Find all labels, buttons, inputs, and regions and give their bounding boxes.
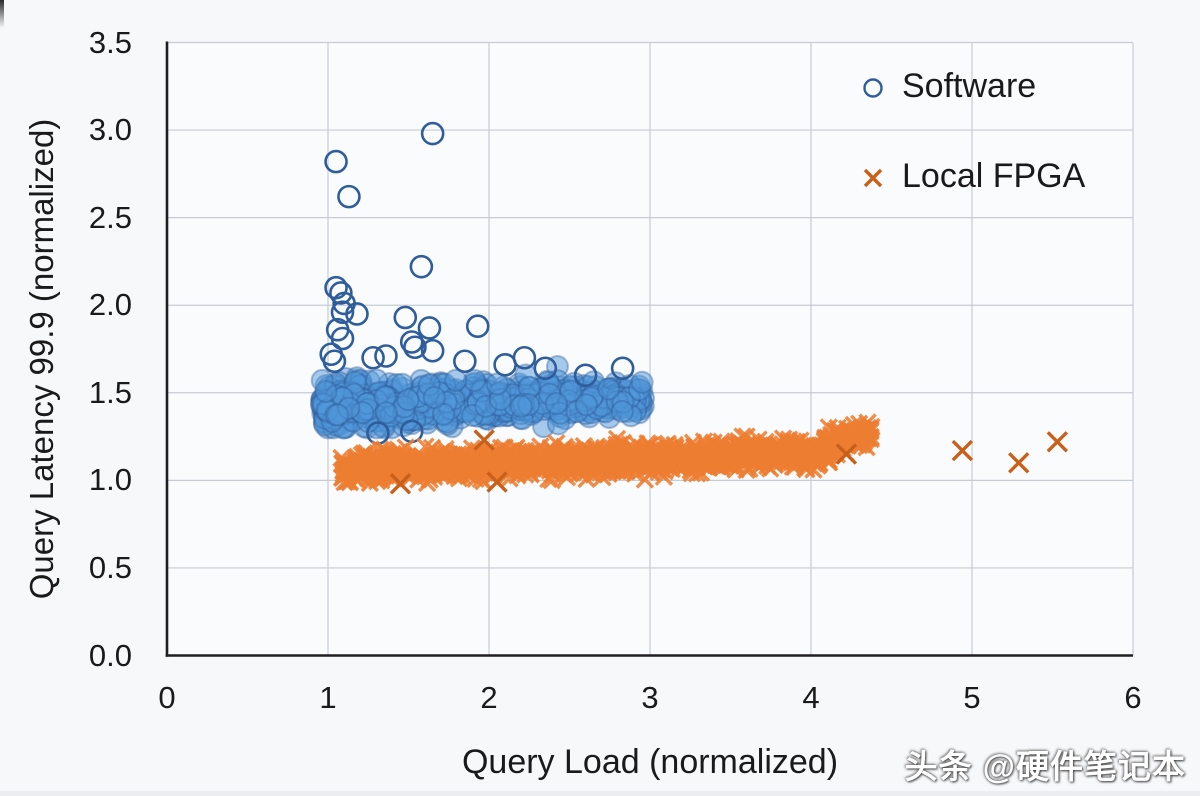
x-tick-label: 0	[158, 680, 176, 715]
y-tick-label: 0.0	[88, 637, 132, 673]
x-tick-label: 6	[1124, 680, 1142, 715]
y-tick-label: 3.5	[88, 24, 132, 60]
y-tick-label: 2.0	[88, 287, 132, 323]
legend: Software Local FPGA	[852, 60, 1152, 202]
x-tick-label: 5	[963, 680, 981, 715]
axes	[165, 41, 1133, 657]
x-tick-label: 2	[480, 680, 498, 715]
series-software	[310, 121, 655, 445]
x-tick-label: 3	[641, 680, 659, 715]
bottom-edge-strip	[0, 791, 1200, 796]
legend-item-software: Software	[852, 60, 1152, 112]
x-axis-title: Query Load (normalized)	[461, 743, 839, 781]
x-tick-label: 1	[319, 680, 337, 715]
legend-item-local-fpga: Local FPGA	[852, 150, 1152, 202]
watermark-text: 头条 @硬件笔记本	[904, 748, 1186, 785]
x-tick-label: 4	[802, 680, 820, 715]
x-marker-icon	[863, 168, 883, 188]
y-tick-label: 3.0	[88, 112, 132, 148]
y-tick-label: 0.5	[88, 549, 132, 585]
y-tick-label: 1.0	[88, 462, 132, 498]
legend-label-local-fpga: Local FPGA	[902, 156, 1086, 195]
series-local-fpga	[332, 413, 1069, 495]
y-tick-label: 2.5	[88, 199, 132, 235]
legend-label-software: Software	[902, 66, 1037, 105]
corner-artifact	[0, 0, 4, 28]
y-tick-label: 1.5	[88, 374, 132, 410]
circle-marker-icon	[863, 78, 883, 98]
